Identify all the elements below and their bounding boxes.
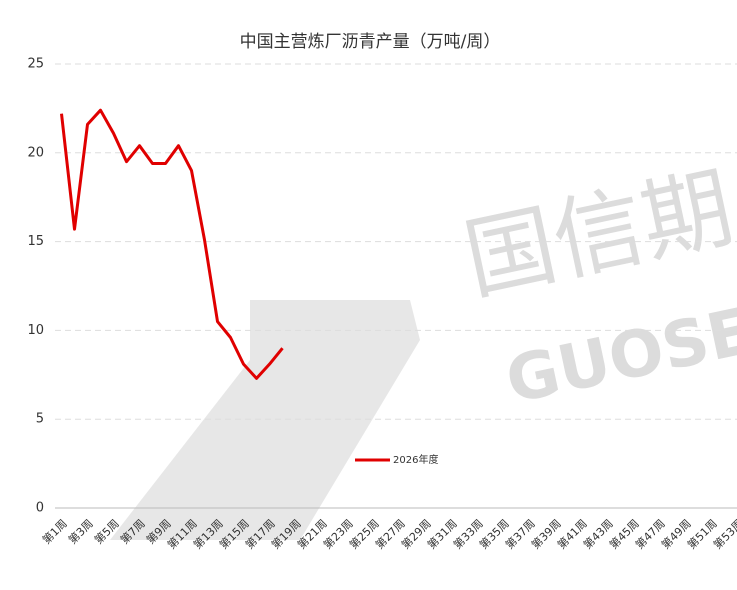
y-tick-label: 20: [27, 145, 44, 160]
x-tick-label: 第3周: [65, 516, 95, 546]
y-tick-label: 0: [36, 501, 44, 516]
watermark-logo: [110, 300, 420, 540]
y-tick-label: 10: [27, 323, 44, 338]
watermark-shape: [110, 300, 420, 540]
y-tick-label: 15: [27, 234, 44, 249]
y-tick-label: 25: [27, 57, 44, 72]
legend-label: 2026年度: [393, 453, 438, 466]
watermark-text: 国信期: [456, 155, 737, 314]
x-tick-label: 第1周: [39, 516, 69, 546]
chart-title: 中国主营炼厂沥青产量（万吨/周）: [240, 32, 501, 52]
series-line: [60, 108, 284, 380]
watermark-text: GUOSE: [500, 295, 737, 419]
y-tick-label: 5: [36, 412, 44, 427]
